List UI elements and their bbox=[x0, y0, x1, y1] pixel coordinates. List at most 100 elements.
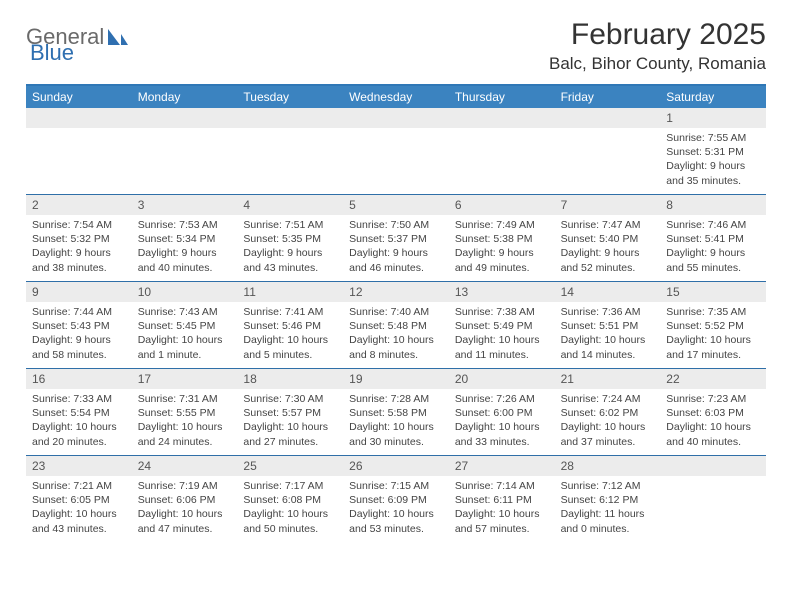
day-info: Sunrise: 7:35 AMSunset: 5:52 PMDaylight:… bbox=[660, 302, 766, 368]
calendar-week-row: 16Sunrise: 7:33 AMSunset: 5:54 PMDayligh… bbox=[26, 368, 766, 455]
sunset-text: Sunset: 5:55 PM bbox=[138, 406, 232, 420]
daylight-text: Daylight: 10 hours and 47 minutes. bbox=[138, 507, 232, 535]
calendar-week-row: 2Sunrise: 7:54 AMSunset: 5:32 PMDaylight… bbox=[26, 194, 766, 281]
sunrise-text: Sunrise: 7:14 AM bbox=[455, 479, 549, 493]
daylight-text: Daylight: 9 hours and 38 minutes. bbox=[32, 246, 126, 274]
day-number-empty bbox=[555, 108, 661, 128]
calendar-day-cell: 1Sunrise: 7:55 AMSunset: 5:31 PMDaylight… bbox=[660, 108, 766, 194]
day-number: 15 bbox=[660, 282, 766, 302]
daylight-text: Daylight: 9 hours and 35 minutes. bbox=[666, 159, 760, 187]
daylight-text: Daylight: 10 hours and 14 minutes. bbox=[561, 333, 655, 361]
day-info: Sunrise: 7:17 AMSunset: 6:08 PMDaylight:… bbox=[237, 476, 343, 542]
calendar-day-cell: 12 Sunrise: 7:40 AMSunset: 5:48 PMDayligh… bbox=[343, 282, 449, 368]
day-info: Sunrise: 7:51 AMSunset: 5:35 PMDaylight:… bbox=[237, 215, 343, 281]
calendar: SundayMondayTuesdayWednesdayThursdayFrid… bbox=[26, 84, 766, 542]
day-number: 12 bbox=[343, 282, 449, 302]
day-info: Sunrise: 7:26 AMSunset: 6:00 PMDaylight:… bbox=[449, 389, 555, 455]
month-title: February 2025 bbox=[549, 18, 766, 52]
calendar-week-row: 23Sunrise: 7:21 AMSunset: 6:05 PMDayligh… bbox=[26, 455, 766, 542]
day-number: 5 bbox=[343, 195, 449, 215]
daylight-text: Daylight: 11 hours and 0 minutes. bbox=[561, 507, 655, 535]
day-info: Sunrise: 7:36 AMSunset: 5:51 PMDaylight:… bbox=[555, 302, 661, 368]
daylight-text: Daylight: 10 hours and 24 minutes. bbox=[138, 420, 232, 448]
day-number: 16 bbox=[26, 369, 132, 389]
calendar-day-cell bbox=[555, 108, 661, 194]
sunrise-text: Sunrise: 7:33 AM bbox=[32, 392, 126, 406]
logo-line2: Blue bbox=[30, 40, 74, 66]
sunrise-text: Sunrise: 7:49 AM bbox=[455, 218, 549, 232]
sunrise-text: Sunrise: 7:19 AM bbox=[138, 479, 232, 493]
day-info: Sunrise: 7:12 AMSunset: 6:12 PMDaylight:… bbox=[555, 476, 661, 542]
sunrise-text: Sunrise: 7:30 AM bbox=[243, 392, 337, 406]
calendar-day-cell: 23Sunrise: 7:21 AMSunset: 6:05 PMDayligh… bbox=[26, 456, 132, 542]
day-number: 3 bbox=[132, 195, 238, 215]
day-number: 10 bbox=[132, 282, 238, 302]
daylight-text: Daylight: 10 hours and 8 minutes. bbox=[349, 333, 443, 361]
sunrise-text: Sunrise: 7:35 AM bbox=[666, 305, 760, 319]
daylight-text: Daylight: 9 hours and 49 minutes. bbox=[455, 246, 549, 274]
sunrise-text: Sunrise: 7:26 AM bbox=[455, 392, 549, 406]
sunset-text: Sunset: 6:03 PM bbox=[666, 406, 760, 420]
day-info: Sunrise: 7:31 AMSunset: 5:55 PMDaylight:… bbox=[132, 389, 238, 455]
day-info: Sunrise: 7:33 AMSunset: 5:54 PMDaylight:… bbox=[26, 389, 132, 455]
daylight-text: Daylight: 10 hours and 50 minutes. bbox=[243, 507, 337, 535]
sunset-text: Sunset: 5:48 PM bbox=[349, 319, 443, 333]
daylight-text: Daylight: 10 hours and 40 minutes. bbox=[666, 420, 760, 448]
sunrise-text: Sunrise: 7:21 AM bbox=[32, 479, 126, 493]
day-info: Sunrise: 7:50 AMSunset: 5:37 PMDaylight:… bbox=[343, 215, 449, 281]
calendar-day-cell: 22 Sunrise: 7:23 AMSunset: 6:03 PMDayligh… bbox=[660, 369, 766, 455]
sunset-text: Sunset: 6:00 PM bbox=[455, 406, 549, 420]
calendar-day-cell: 18Sunrise: 7:30 AMSunset: 5:57 PMDayligh… bbox=[237, 369, 343, 455]
day-number: 20 bbox=[449, 369, 555, 389]
day-number: 4 bbox=[237, 195, 343, 215]
calendar-day-cell: 11Sunrise: 7:41 AMSunset: 5:46 PMDayligh… bbox=[237, 282, 343, 368]
daylight-text: Daylight: 10 hours and 11 minutes. bbox=[455, 333, 549, 361]
sunrise-text: Sunrise: 7:15 AM bbox=[349, 479, 443, 493]
sunrise-text: Sunrise: 7:31 AM bbox=[138, 392, 232, 406]
daylight-text: Daylight: 10 hours and 30 minutes. bbox=[349, 420, 443, 448]
day-info: Sunrise: 7:47 AMSunset: 5:40 PMDaylight:… bbox=[555, 215, 661, 281]
calendar-day-cell: 15Sunrise: 7:35 AMSunset: 5:52 PMDayligh… bbox=[660, 282, 766, 368]
logo-text-blue: Blue bbox=[30, 40, 74, 65]
day-number: 9 bbox=[26, 282, 132, 302]
day-number: 11 bbox=[237, 282, 343, 302]
sunset-text: Sunset: 5:54 PM bbox=[32, 406, 126, 420]
day-info: Sunrise: 7:38 AMSunset: 5:49 PMDaylight:… bbox=[449, 302, 555, 368]
calendar-week-row: 1Sunrise: 7:55 AMSunset: 5:31 PMDaylight… bbox=[26, 108, 766, 194]
day-number: 22 bbox=[660, 369, 766, 389]
sunset-text: Sunset: 5:57 PM bbox=[243, 406, 337, 420]
day-number-empty bbox=[660, 456, 766, 476]
daylight-text: Daylight: 10 hours and 37 minutes. bbox=[561, 420, 655, 448]
sunset-text: Sunset: 6:06 PM bbox=[138, 493, 232, 507]
day-number-empty bbox=[132, 108, 238, 128]
daylight-text: Daylight: 10 hours and 17 minutes. bbox=[666, 333, 760, 361]
calendar-day-cell: 4Sunrise: 7:51 AMSunset: 5:35 PMDaylight… bbox=[237, 195, 343, 281]
sunrise-text: Sunrise: 7:40 AM bbox=[349, 305, 443, 319]
day-number: 25 bbox=[237, 456, 343, 476]
sunset-text: Sunset: 5:49 PM bbox=[455, 319, 549, 333]
day-number: 17 bbox=[132, 369, 238, 389]
calendar-day-cell: 5Sunrise: 7:50 AMSunset: 5:37 PMDaylight… bbox=[343, 195, 449, 281]
sunrise-text: Sunrise: 7:44 AM bbox=[32, 305, 126, 319]
sunset-text: Sunset: 6:02 PM bbox=[561, 406, 655, 420]
day-info: Sunrise: 7:30 AMSunset: 5:57 PMDaylight:… bbox=[237, 389, 343, 455]
calendar-day-cell: 14Sunrise: 7:36 AMSunset: 5:51 PMDayligh… bbox=[555, 282, 661, 368]
weekday-header: Wednesday bbox=[343, 86, 449, 108]
sunset-text: Sunset: 6:12 PM bbox=[561, 493, 655, 507]
daylight-text: Daylight: 10 hours and 5 minutes. bbox=[243, 333, 337, 361]
sunrise-text: Sunrise: 7:36 AM bbox=[561, 305, 655, 319]
sunset-text: Sunset: 5:43 PM bbox=[32, 319, 126, 333]
calendar-day-cell: 13Sunrise: 7:38 AMSunset: 5:49 PMDayligh… bbox=[449, 282, 555, 368]
calendar-day-cell: 24Sunrise: 7:19 AMSunset: 6:06 PMDayligh… bbox=[132, 456, 238, 542]
sunset-text: Sunset: 5:31 PM bbox=[666, 145, 760, 159]
day-number: 23 bbox=[26, 456, 132, 476]
day-number-empty bbox=[343, 108, 449, 128]
calendar-day-cell: 21Sunrise: 7:24 AMSunset: 6:02 PMDayligh… bbox=[555, 369, 661, 455]
day-info: Sunrise: 7:15 AMSunset: 6:09 PMDaylight:… bbox=[343, 476, 449, 542]
calendar-day-cell bbox=[449, 108, 555, 194]
daylight-text: Daylight: 9 hours and 40 minutes. bbox=[138, 246, 232, 274]
weekday-header: Saturday bbox=[660, 86, 766, 108]
sunrise-text: Sunrise: 7:23 AM bbox=[666, 392, 760, 406]
weekday-header: Sunday bbox=[26, 86, 132, 108]
day-number: 1 bbox=[660, 108, 766, 128]
